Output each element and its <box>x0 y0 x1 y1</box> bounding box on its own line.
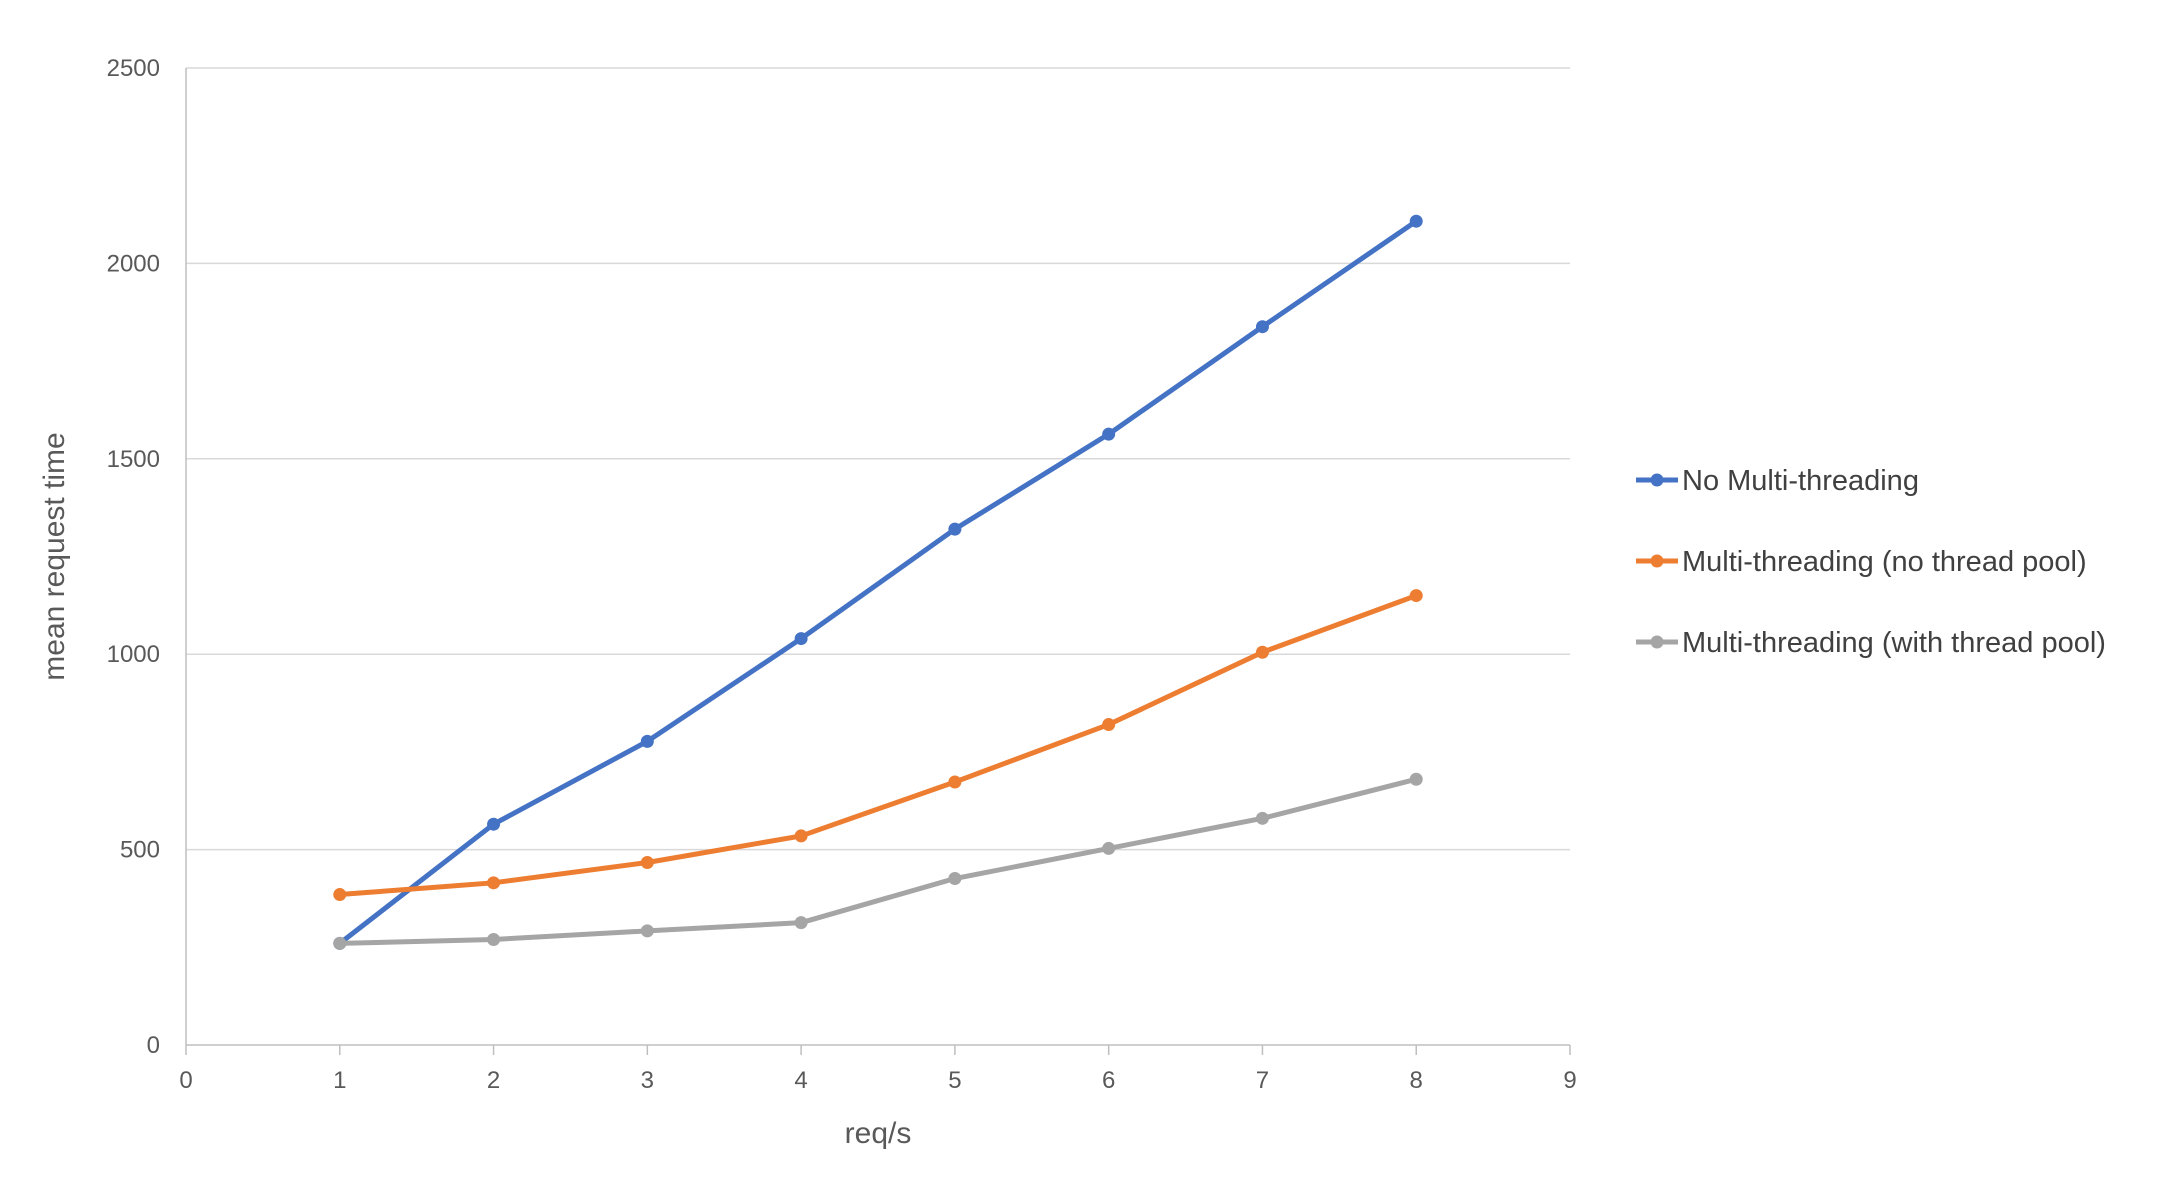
x-tick-label: 4 <box>794 1067 807 1094</box>
legend-marker <box>1650 554 1664 568</box>
data-point <box>487 817 501 831</box>
data-point <box>794 829 808 843</box>
y-tick-label: 500 <box>120 837 160 864</box>
legend-marker <box>1650 473 1664 487</box>
data-point <box>487 932 501 946</box>
data-point <box>1255 320 1269 334</box>
data-point <box>948 775 962 789</box>
series-line <box>337 218 1419 946</box>
data-point <box>1409 589 1423 603</box>
x-axis-title: req/s <box>845 1117 912 1150</box>
data-point <box>1409 214 1423 228</box>
legend-entry: Multi-threading (no thread pool) <box>1636 546 2087 578</box>
series-line <box>337 776 1419 946</box>
legend-marker <box>1650 635 1664 649</box>
data-point <box>333 936 347 950</box>
series-lines <box>333 214 1423 950</box>
legend-label: Multi-threading (no thread pool) <box>1682 546 2087 578</box>
data-point <box>640 734 654 748</box>
legend-label: Multi-threading (with thread pool) <box>1682 627 2106 659</box>
data-point <box>487 876 501 890</box>
x-tick-label: 8 <box>1410 1067 1423 1094</box>
legend-label: No Multi-threading <box>1682 465 1919 497</box>
gridlines <box>186 67 1570 851</box>
x-tick-label: 1 <box>333 1067 346 1094</box>
data-point <box>333 888 347 902</box>
y-tick-label: 1500 <box>107 446 160 473</box>
x-tick-label: 5 <box>948 1067 961 1094</box>
y-tick-label: 1000 <box>107 641 160 668</box>
data-point <box>794 632 808 646</box>
series-2 <box>333 589 1423 902</box>
data-point <box>1409 772 1423 786</box>
x-tick-label: 6 <box>1102 1067 1115 1094</box>
data-point <box>1102 427 1116 441</box>
data-point <box>640 855 654 869</box>
x-tick-label: 9 <box>1563 1067 1576 1094</box>
legend-entry: No Multi-threading <box>1636 465 1919 497</box>
y-tick-label: 0 <box>147 1032 160 1059</box>
axes: 0 500 1000 1500 2000 2500 0 1 2 3 4 5 6 7 8 9 <box>107 55 1577 1094</box>
data-point <box>948 522 962 536</box>
y-tick-label: 2500 <box>107 55 160 82</box>
data-point <box>1102 841 1116 855</box>
data-point <box>640 924 654 938</box>
data-point <box>1102 718 1116 732</box>
x-tick-label: 2 <box>487 1067 500 1094</box>
y-tick-label: 2000 <box>107 250 160 277</box>
series-3 <box>333 772 1423 950</box>
legend-entry: Multi-threading (with thread pool) <box>1636 627 2106 659</box>
data-point <box>948 872 962 886</box>
data-point <box>1255 811 1269 825</box>
legend: No Multi-threading Multi-threading (no th… <box>1636 465 2106 659</box>
series-1 <box>333 214 1423 950</box>
data-point <box>794 916 808 930</box>
x-tick-label: 7 <box>1256 1067 1269 1094</box>
x-tick-label: 0 <box>179 1067 192 1094</box>
series-line <box>337 593 1419 898</box>
x-tick-label: 3 <box>641 1067 654 1094</box>
data-point <box>1255 645 1269 659</box>
y-axis-title: mean request time <box>38 432 71 680</box>
